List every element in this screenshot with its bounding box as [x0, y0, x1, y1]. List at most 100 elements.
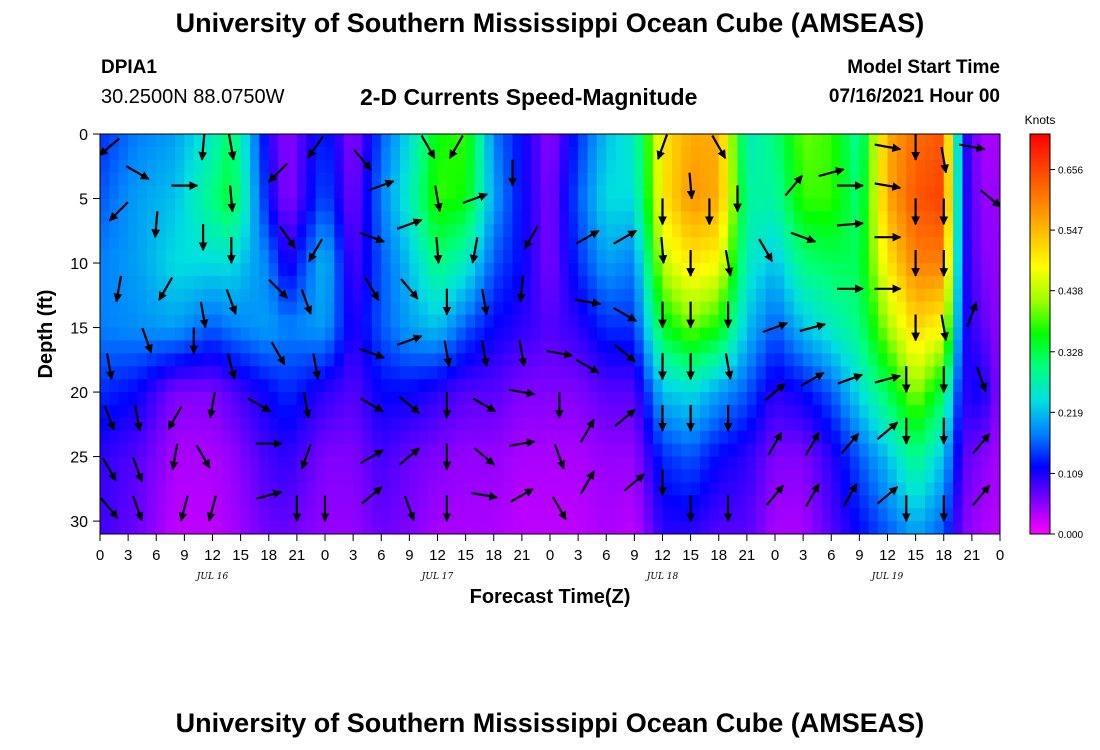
heatmap-cell: [156, 521, 167, 534]
heatmap-cell: [812, 159, 823, 174]
heatmap-cell: [793, 353, 804, 367]
heatmap-cell: [568, 521, 579, 534]
heatmap-cell: [465, 495, 476, 509]
heatmap-cell: [250, 301, 260, 316]
heatmap-cell: [896, 134, 907, 148]
heatmap-cell: [306, 172, 317, 187]
heatmap-cell: [840, 198, 851, 213]
heatmap-cell: [325, 430, 335, 445]
heatmap-cell: [221, 430, 232, 445]
heatmap-cell: [587, 430, 598, 445]
heatmap-cell: [587, 263, 598, 277]
heatmap-cell: [531, 301, 542, 316]
heatmap-cell: [240, 340, 251, 354]
heatmap-cell: [118, 275, 129, 290]
heatmap-cell: [306, 224, 317, 238]
heatmap-cell: [737, 482, 748, 496]
heatmap-cell: [184, 185, 195, 200]
heatmap-cell: [109, 250, 120, 264]
heatmap-cell: [137, 392, 148, 406]
heatmap-cell: [643, 224, 654, 238]
heatmap-cell: [859, 211, 870, 225]
heatmap-cell: [409, 366, 420, 380]
heatmap-cell: [587, 134, 598, 148]
heatmap-cell: [671, 469, 682, 483]
heatmap-cell: [765, 134, 776, 148]
heatmap-cell: [793, 379, 804, 393]
heatmap-cell: [765, 159, 776, 174]
heatmap-cell: [606, 430, 617, 445]
heatmap-cell: [831, 456, 842, 471]
heatmap-cell: [634, 443, 645, 458]
heatmap-cell: [821, 237, 832, 251]
heatmap-cell: [700, 211, 710, 225]
heatmap-cell: [446, 327, 457, 342]
heatmap-cell: [250, 469, 260, 483]
heatmap-cell: [240, 353, 251, 367]
heatmap-cell: [812, 469, 823, 483]
heatmap-cell: [146, 430, 157, 445]
heatmap-cell: [756, 469, 767, 483]
heatmap-cell: [803, 521, 814, 534]
heatmap-cell: [109, 404, 120, 419]
heatmap-cell: [212, 456, 223, 471]
heatmap-cell: [615, 134, 626, 148]
heatmap-cell: [550, 134, 560, 148]
heatmap-cell: [700, 482, 710, 496]
heatmap-cell: [578, 211, 589, 225]
heatmap-cell: [887, 469, 898, 483]
heatmap-cell: [221, 250, 232, 264]
heatmap-cell: [221, 508, 232, 522]
heatmap-cell: [746, 469, 757, 483]
heatmap-cell: [343, 508, 354, 522]
day-label: JUL 17: [420, 572, 454, 582]
heatmap-cell: [128, 134, 139, 148]
heatmap-cell: [512, 250, 523, 264]
heatmap-cell: [343, 379, 354, 393]
heatmap-cell: [362, 211, 373, 225]
heatmap-cell: [756, 404, 767, 419]
heatmap-cell: [812, 417, 823, 432]
heatmap-cell: [850, 288, 860, 303]
heatmap-cell: [390, 482, 401, 496]
heatmap-cell: [859, 353, 870, 367]
heatmap-cell: [465, 340, 476, 354]
heatmap-cell: [531, 263, 542, 277]
heatmap-cell: [606, 340, 617, 354]
current-vector: [805, 483, 820, 508]
heatmap-cell: [259, 456, 270, 471]
heatmap-cell: [465, 353, 476, 367]
heatmap-cell: [775, 469, 785, 483]
heatmap-cell: [118, 134, 129, 148]
heatmap-cell: [709, 159, 720, 174]
x-tick-label: 3: [124, 547, 132, 564]
heatmap-cell: [578, 134, 589, 148]
heatmap-cell: [193, 392, 204, 406]
heatmap-cell: [765, 340, 776, 354]
heatmap-cell: [756, 430, 767, 445]
heatmap-cell: [137, 146, 148, 161]
heatmap-cell: [981, 443, 992, 458]
heatmap-cell: [868, 211, 879, 225]
heatmap-cell: [428, 301, 439, 316]
heatmap-cell: [203, 172, 214, 187]
heatmap-cell: [503, 301, 514, 316]
heatmap-cell: [521, 521, 532, 534]
heatmap-cell: [418, 430, 429, 445]
heatmap-cell: [306, 159, 317, 174]
heatmap-cell: [709, 185, 720, 200]
heatmap-cell: [596, 353, 607, 367]
heatmap-cell: [681, 237, 692, 251]
heatmap-cell: [671, 159, 682, 174]
heatmap-cell: [887, 185, 898, 200]
heatmap-cell: [353, 340, 364, 354]
heatmap-cell: [775, 185, 785, 200]
heatmap-cell: [512, 392, 523, 406]
heatmap-cell: [146, 404, 157, 419]
heatmap-cell: [446, 456, 457, 471]
heatmap-cell: [690, 353, 701, 367]
heatmap-cell: [137, 159, 148, 174]
heatmap-cell: [193, 430, 204, 445]
heatmap-cell: [962, 185, 973, 200]
heatmap-cell: [559, 495, 570, 509]
